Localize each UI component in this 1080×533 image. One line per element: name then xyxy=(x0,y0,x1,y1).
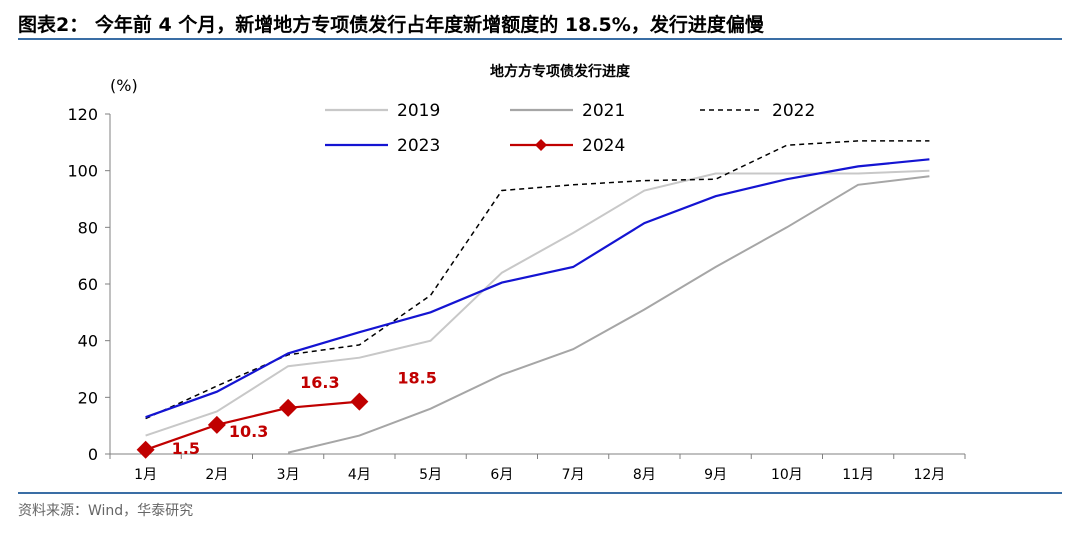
legend-label-2019: 2019 xyxy=(397,101,440,121)
x-tick-label: 8月 xyxy=(633,467,656,483)
x-tick-label: 2月 xyxy=(205,467,228,483)
x-tick-label: 6月 xyxy=(490,467,513,483)
data-label: 16.3 xyxy=(300,373,339,392)
y-tick-label: 20 xyxy=(78,388,98,407)
y-tick-label: 80 xyxy=(78,218,98,237)
series-lines xyxy=(145,140,930,454)
series-line-2023 xyxy=(145,158,930,419)
y-tick-label: 120 xyxy=(67,105,98,124)
x-tick-label: 1月 xyxy=(134,467,157,483)
y-tick-label: 0 xyxy=(88,445,98,464)
data-point-2024 xyxy=(207,415,226,434)
series-line-2021 xyxy=(287,175,930,454)
y-tick-label: 40 xyxy=(78,332,98,351)
x-tick-label: 12月 xyxy=(913,467,945,483)
legend-label-2024: 2024 xyxy=(582,136,625,156)
x-tick-label: 11月 xyxy=(842,467,874,483)
bottom-divider xyxy=(18,492,1062,494)
x-tick-label: 3月 xyxy=(277,467,300,483)
data-label: 10.3 xyxy=(229,422,268,441)
data-point-2024 xyxy=(136,440,155,459)
data-point-2024 xyxy=(350,392,369,411)
chart-title: 地方方专项债发行进度 xyxy=(490,63,631,80)
x-tick-label: 10月 xyxy=(771,467,803,483)
figure-title: 图表2： 今年前 4 个月，新增地方专项债发行占年度新增额度的 18.5%，发行… xyxy=(18,14,764,36)
x-tick-label: 7月 xyxy=(562,467,585,483)
x-tick-label: 5月 xyxy=(419,467,442,483)
legend-label-2021: 2021 xyxy=(582,101,625,121)
series-line-2019 xyxy=(145,169,930,437)
legend-label-2022: 2022 xyxy=(772,101,815,121)
top-divider xyxy=(18,38,1062,40)
data-labels: 1.5 10.3 16.3 18.5 xyxy=(172,369,437,458)
series-line-2022 xyxy=(145,140,930,420)
x-tick-label: 4月 xyxy=(348,467,371,483)
legend-marker-2024 xyxy=(535,139,547,151)
y-tick-label: 100 xyxy=(67,162,98,181)
series-markers xyxy=(136,392,369,459)
series-line-2024 xyxy=(145,400,360,451)
chart-legend: 2019 2021 2022 2023 2024 xyxy=(325,101,815,156)
data-label: 1.5 xyxy=(172,439,200,458)
data-point-2024 xyxy=(279,398,298,417)
data-label: 18.5 xyxy=(397,369,436,388)
x-tick-label: 9月 xyxy=(704,467,727,483)
legend-label-2023: 2023 xyxy=(397,136,440,156)
y-tick-label: 60 xyxy=(78,275,98,294)
source-note: 资料来源：Wind，华泰研究 xyxy=(18,503,194,519)
chart-axes: 0 20 40 60 80 100 120 1月 2月 3月 4月 5月 6月 7月 8月 9月 10月 11月 1… xyxy=(67,105,966,483)
y-axis-unit-label: (%) xyxy=(110,76,138,95)
